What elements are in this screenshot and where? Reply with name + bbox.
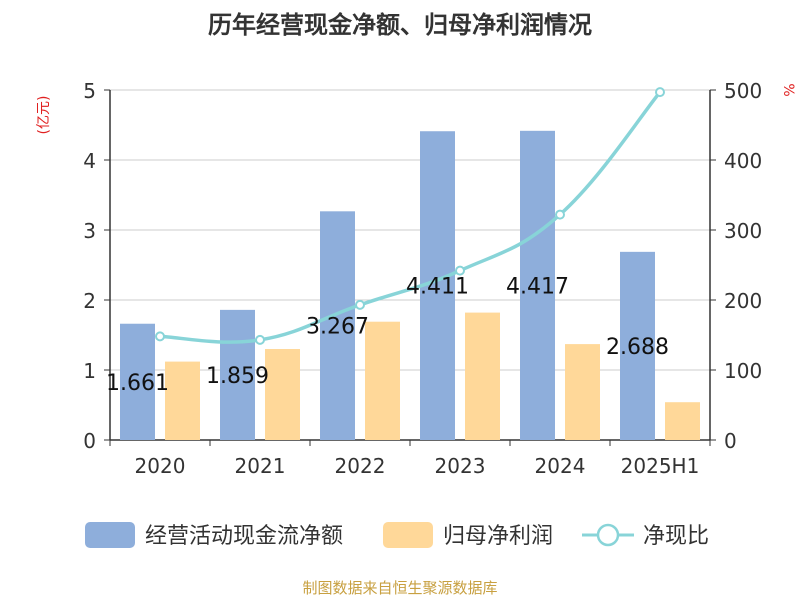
legend-swatch-cashflow — [85, 522, 135, 548]
x-tick-label: 2024 — [535, 454, 586, 478]
net-profit-bar — [665, 402, 700, 440]
legend-swatch-ratio-marker — [596, 523, 620, 547]
bars — [120, 130, 700, 441]
cashflow-data-label: 4.411 — [406, 275, 469, 300]
net-profit-bar — [565, 344, 600, 440]
right-tick-label: 400 — [724, 149, 762, 173]
ratio-line-path — [159, 90, 662, 344]
left-tick-label: 1 — [83, 359, 96, 383]
legend-label-cashflow: 经营活动现金流净额 — [145, 524, 343, 549]
ratio-point — [455, 265, 465, 276]
cashflow-data-label: 3.267 — [306, 315, 369, 340]
left-tick-label: 0 — [83, 429, 96, 453]
right-axis-label: % — [780, 83, 796, 96]
left-tick-label: 2 — [83, 289, 96, 313]
left-tick-label: 4 — [83, 149, 96, 173]
cashflow-bar — [620, 251, 655, 440]
chart-title: 历年经营现金净额、归母净利润情况 — [208, 11, 592, 39]
x-tick-label: 2022 — [335, 454, 386, 478]
source-note: 制图数据来自恒生聚源数据库 — [302, 579, 497, 597]
x-tick-label: 2020 — [135, 454, 186, 478]
ratio-point — [255, 334, 265, 345]
left-axis-label: (亿元) — [36, 96, 52, 135]
ratio-point — [555, 209, 565, 220]
x-tick-label: 2025H1 — [621, 454, 700, 478]
ratio-point — [355, 299, 365, 310]
data-labels: 1.661 1.859 3.267 4.411 4.417 2.688 — [106, 274, 669, 395]
cashflow-bar — [120, 323, 155, 440]
legend-label-ratio: 净现比 — [643, 524, 709, 549]
net-profit-bar — [465, 312, 500, 440]
legend-swatch-net-profit — [383, 522, 433, 548]
ratio-line — [155, 87, 665, 345]
cashflow-data-label: 4.417 — [506, 274, 569, 299]
cashflow-bar — [220, 309, 255, 440]
axes: 0 1 2 3 4 5 0 100 200 300 400 500 2020 2021 2022 2023 20… — [83, 79, 762, 478]
right-tick-label: 200 — [724, 289, 762, 313]
x-tick-label: 2023 — [435, 454, 486, 478]
right-tick-label: 100 — [724, 359, 762, 383]
cashflow-data-label: 1.859 — [206, 364, 269, 389]
legend: 经营活动现金流净额 归母净利润 净现比 — [85, 522, 709, 549]
x-tick-label: 2021 — [235, 454, 286, 478]
left-tick-label: 5 — [83, 79, 96, 103]
right-tick-label: 0 — [724, 429, 737, 453]
net-profit-bar — [165, 361, 200, 440]
cashflow-bar — [320, 211, 355, 440]
legend-label-net-profit: 归母净利润 — [443, 524, 553, 549]
cashflow-data-label: 2.688 — [606, 335, 669, 360]
ratio-point — [655, 87, 665, 98]
right-tick-label: 300 — [724, 219, 762, 243]
cashflow-bar — [520, 130, 555, 440]
right-tick-label: 500 — [724, 79, 762, 103]
cashflow-data-label: 1.661 — [106, 371, 169, 396]
ratio-point — [155, 331, 165, 342]
left-tick-label: 3 — [83, 219, 96, 243]
net-profit-bar — [265, 349, 300, 440]
net-profit-bar — [365, 321, 400, 440]
